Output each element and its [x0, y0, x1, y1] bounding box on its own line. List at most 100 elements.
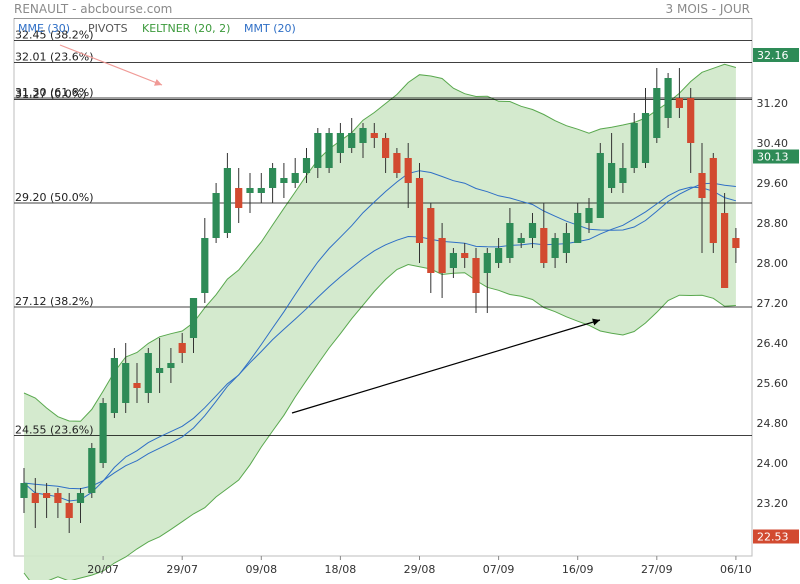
x-tick-label: 29/08: [404, 563, 436, 576]
mmt-20-line: [23, 170, 736, 502]
candle-body: [359, 128, 367, 143]
y-tick-label: 31.20: [757, 97, 789, 110]
candle: [404, 143, 412, 208]
candle-body: [212, 193, 220, 238]
candle-body: [110, 358, 118, 413]
fib-label: 27.12 (38.2%): [15, 295, 94, 308]
candle-body: [122, 363, 130, 403]
candle: [246, 173, 254, 213]
candle: [608, 133, 616, 193]
candle-body: [461, 253, 469, 258]
fib-label: 24.55 (23.6%): [15, 424, 94, 437]
candle: [596, 143, 604, 218]
candle: [223, 153, 231, 238]
candle: [698, 143, 706, 253]
y-tick-label: 23.20: [757, 497, 789, 510]
candle: [506, 208, 514, 263]
candle-body: [280, 178, 288, 183]
candle-body: [144, 353, 152, 393]
price-tag-background: [753, 149, 799, 164]
candle: [393, 148, 401, 178]
keltner-lower-line: [23, 263, 736, 584]
candle: [641, 88, 650, 168]
candle-body: [370, 133, 378, 138]
candle-body: [31, 493, 39, 503]
candle-body: [574, 213, 582, 243]
candle: [99, 398, 107, 468]
keltner-upper-line: [23, 63, 737, 422]
chart-period: 3 MOIS - JOUR: [666, 2, 750, 16]
y-tick-label: 29.60: [757, 177, 789, 190]
candle: [325, 128, 333, 173]
candle-body: [528, 223, 537, 238]
x-tick-label: 06/10: [720, 563, 752, 576]
y-tick-label: 24.00: [757, 457, 789, 470]
candle: [257, 173, 265, 203]
candles: [20, 68, 740, 533]
candle: [449, 248, 457, 278]
black-arrow: [291, 318, 601, 414]
candle: [314, 128, 322, 178]
candle: [675, 68, 683, 118]
fib-label: 31.30 (61.8%): [15, 86, 94, 99]
candle: [585, 198, 593, 233]
candle: [291, 158, 299, 188]
candle-body: [20, 483, 28, 498]
candle: [88, 443, 96, 498]
x-tick-label: 29/07: [166, 563, 198, 576]
candle-body: [641, 113, 650, 163]
candle-body: [472, 258, 480, 293]
candle-body: [687, 98, 695, 143]
fib-label: 31.27 (0.0%): [15, 88, 87, 101]
legend-item: MMT (20): [244, 22, 296, 35]
y-tick-label: 27.20: [757, 297, 789, 310]
candle-body: [483, 253, 491, 273]
candle-body: [223, 168, 231, 233]
candle: [189, 298, 198, 353]
candle-body: [709, 158, 717, 243]
candle-body: [54, 493, 62, 503]
candle: [709, 153, 717, 253]
candle-body: [495, 248, 503, 263]
candle-body: [88, 448, 96, 493]
price-tag-upper: 32.16: [753, 48, 799, 62]
candle-body: [540, 228, 548, 263]
candle: [528, 213, 537, 248]
candle: [336, 123, 344, 163]
candle-body: [585, 208, 593, 223]
candle: [54, 488, 62, 518]
y-tick-label: 28.80: [757, 217, 789, 230]
fib-label: 32.45 (38.2%): [15, 29, 94, 42]
keltner-band: [23, 63, 737, 584]
candle-body: [438, 238, 446, 273]
keltner-band-fill: [24, 64, 736, 584]
red-arrow: [59, 44, 163, 86]
candle: [721, 193, 729, 288]
candle-body: [348, 133, 356, 148]
candle: [280, 163, 288, 198]
x-tick-label: 09/08: [245, 563, 277, 576]
candle-body: [167, 363, 175, 368]
candle: [269, 163, 277, 203]
candle: [359, 123, 367, 158]
candle-body: [664, 78, 672, 118]
candle: [653, 68, 661, 143]
fib-label: 29.20 (50.0%): [15, 191, 94, 204]
candle: [212, 183, 220, 243]
candle-body: [302, 158, 311, 173]
candle: [122, 343, 130, 413]
candle: [201, 218, 209, 303]
candle-body: [721, 213, 729, 288]
candle: [235, 168, 243, 223]
candle-body: [382, 138, 390, 158]
y-tick-label: 30.40: [757, 137, 789, 150]
price-tag-last: 30.13: [753, 149, 799, 164]
candle: [495, 238, 503, 268]
candle-body: [133, 383, 141, 388]
candle: [302, 148, 311, 183]
header-background: [0, 0, 800, 18]
candle-body: [178, 343, 186, 353]
candle: [167, 348, 175, 383]
candle-body: [698, 173, 706, 198]
